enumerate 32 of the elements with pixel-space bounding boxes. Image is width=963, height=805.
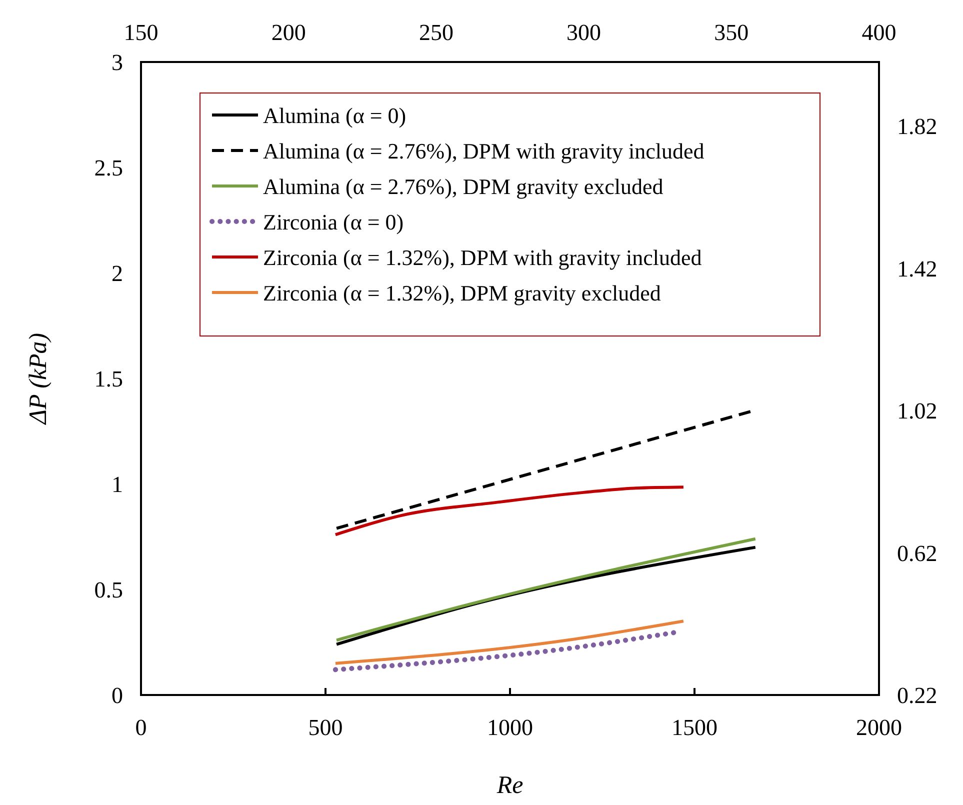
y2-tick-label: 0.22 [897, 683, 938, 708]
x-tick-label: 2000 [856, 715, 902, 740]
legend-label: Alumina (α = 2.76%), DPM with gravity included [263, 138, 704, 164]
y2-tick-label: 0.62 [897, 540, 938, 566]
y-axis-title: ΔP (kPa) [25, 332, 52, 426]
y-tick-label: 2.5 [94, 156, 123, 180]
y2-tick-label: 1.82 [897, 114, 938, 140]
x2-tick-label: 300 [566, 20, 602, 45]
legend-label: Alumina (α = 2.76%), DPM gravity excluded [263, 174, 664, 199]
legend-label: Zirconia (α = 1.32%), DPM with gravity included [263, 245, 702, 270]
y2-tick-label: 1.02 [897, 398, 938, 424]
x2-tick-label: 200 [271, 20, 306, 45]
x-tick-label: 0 [135, 715, 147, 740]
x2-tick-label: 400 [862, 20, 896, 45]
y-tick-label: 2 [112, 261, 123, 286]
legend-label: Zirconia (α = 0) [263, 210, 404, 234]
legend-label: Alumina (α = 0) [263, 103, 406, 128]
x-axis-title: Re [496, 772, 524, 799]
x2-tick-label: 250 [418, 20, 454, 45]
y-tick-label: 1.5 [94, 366, 123, 392]
y-tick-label: 3 [112, 50, 123, 75]
x-tick-label: 1500 [672, 715, 718, 740]
x2-tick-label: 350 [714, 20, 749, 45]
y-tick-label: 1 [112, 472, 123, 497]
y2-tick-label: 1.42 [897, 256, 938, 282]
y-tick-label: 0 [112, 683, 123, 708]
x2-tick-label: 150 [124, 20, 158, 45]
y-tick-label: 0.5 [94, 578, 123, 602]
x-tick-label: 500 [308, 715, 343, 740]
legend-label: Zirconia (α = 1.32%), DPM gravity excluded [263, 280, 661, 306]
x-tick-label: 1000 [487, 715, 533, 740]
line-series [334, 486, 685, 536]
